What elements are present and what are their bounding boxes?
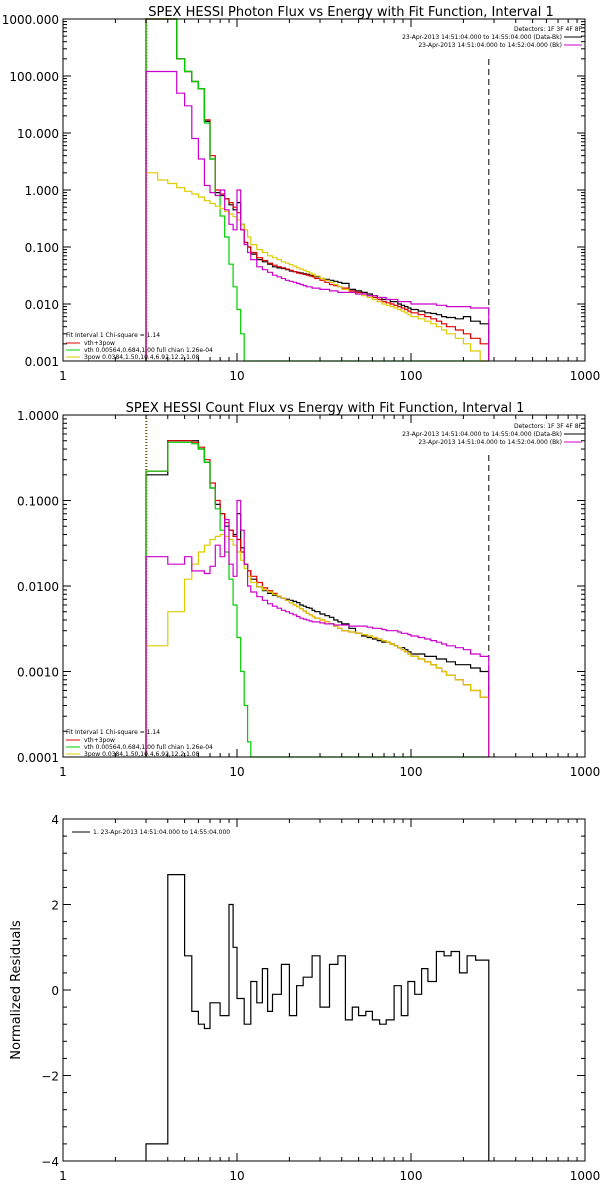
residuals-xtick-label: 1000	[570, 1169, 600, 1183]
count-flux-marks	[145, 415, 490, 758]
count-flux-xtick-label: 1000	[570, 765, 600, 779]
count-flux-fit-3pow: 3pow 0.0384,1.50,10.4,6.92,12.2,1.08	[84, 751, 200, 758]
residuals-series-1-23-apr-2013-14-51-04-000-to-14-55-04-000	[145, 874, 490, 1161]
photon-flux-series-vth	[145, 18, 489, 362]
residuals-xtick-label: 1	[59, 1169, 67, 1183]
count-flux-detectors: Detectors: 1F 3F 4F 8F	[514, 423, 583, 430]
count-flux-series-background	[145, 499, 490, 757]
count-flux-series-3pow	[145, 533, 490, 757]
residuals-ytick-label: −4	[41, 1155, 59, 1169]
count-flux-ytick-label: 0.0010	[17, 666, 59, 680]
residuals-ylabel: Normalized Residuals	[9, 920, 24, 1060]
residuals-xtick-label: 10	[229, 1169, 244, 1183]
photon-flux-ytick-label: 10.000	[17, 127, 59, 141]
photon-flux-xtick-label: 1	[59, 369, 67, 383]
photon-flux-title: SPEX HESSI Photon Flux vs Energy with Fi…	[148, 5, 554, 20]
residuals-ytick-label: 0	[51, 984, 59, 998]
photon-flux-detectors: Detectors: 1F 3F 4F 8F	[514, 26, 583, 33]
photon-flux-plot-frame	[62, 18, 586, 362]
residuals-xtick-label: 100	[400, 1169, 423, 1183]
photon-flux-info-line2: 23-Apr-2013 14:51:04.000 to 14:52:04.000…	[418, 42, 562, 49]
residuals-plot-frame	[62, 818, 586, 1162]
photon-flux-xtick-label: 100	[400, 369, 423, 383]
count-flux-panel: SPEX HESSI Count Flux vs Energy with Fit…	[17, 401, 600, 779]
count-flux-ytick-label: 1.0000	[17, 409, 59, 423]
residuals-legend: 1. 23-Apr-2013 14:51:04.000 to 14:55:04.…	[93, 829, 230, 836]
photon-flux-ytick-label: 1000.000	[2, 13, 59, 27]
residuals-ytick-label: 4	[51, 813, 59, 827]
photon-flux-series-data	[145, 18, 490, 361]
photon-flux-ticks: 1 10 100 1000 1000.000 100.000 10.000 1.000 0.10…	[2, 13, 600, 383]
count-flux-ytick-label: 0.0001	[17, 751, 59, 765]
count-flux-ytick-label: 0.1000	[17, 495, 59, 509]
photon-flux-ytick-label: 0.001	[25, 355, 59, 369]
photon-flux-xtick-label: 10	[229, 369, 244, 383]
count-flux-xtick-label: 100	[400, 765, 423, 779]
photon-flux-ytick-label: 100.000	[9, 70, 59, 84]
photon-flux-ytick-label: 0.010	[25, 298, 59, 312]
count-flux-title: SPEX HESSI Count Flux vs Energy with Fit…	[126, 401, 525, 416]
count-flux-fit-header: Fit Interval 1 Chi-square = 1.14	[66, 729, 160, 736]
count-flux-info-line1: 23-Apr-2013 14:51:04.000 to 14:55:04.000…	[402, 431, 562, 438]
count-flux-series-vth-3pow	[145, 440, 490, 757]
count-flux-xtick-label: 1	[59, 765, 67, 779]
count-flux-info-line2: 23-Apr-2013 14:51:04.000 to 14:52:04.000…	[418, 439, 562, 446]
count-flux-ticks: 1 10 100 1000 1.0000 0.1000 0.0100 0.0010 0.0001	[17, 409, 600, 779]
count-flux-plot-frame	[62, 414, 586, 758]
photon-flux-xtick-label: 1000	[570, 369, 600, 383]
photon-flux-ytick-label: 1.000	[25, 184, 59, 198]
photon-flux-panel: SPEX HESSI Photon Flux vs Energy with Fi…	[2, 5, 600, 383]
residuals-marks	[145, 874, 490, 1161]
count-flux-fit-vth3pow: vth+3pow	[84, 737, 115, 744]
residuals-ticks: 1 10 100 1000 4 2 0 −2 −4	[41, 813, 600, 1183]
photon-flux-fit-3pow: 3pow 0.0384,1.50,10.4,6.92,12.2,1.08	[84, 354, 200, 361]
count-flux-ytick-label: 0.0100	[17, 580, 59, 594]
residuals-panel: 1 10 100 1000 4 2 0 −2 −4 1. 23-Apr-2013 14:51:0…	[9, 813, 600, 1183]
photon-flux-marks	[145, 18, 490, 362]
photon-flux-fit-vth: vth 0.00564,0.684,1.00 full chian 1.26e-…	[84, 347, 213, 354]
photon-flux-info-line1: 23-Apr-2013 14:51:04.000 to 14:55:04.000…	[402, 34, 562, 41]
photon-flux-ytick-label: 0.100	[25, 241, 59, 255]
count-flux-xtick-label: 10	[229, 765, 244, 779]
residuals-ytick-label: −2	[41, 1070, 59, 1084]
count-flux-series-data	[145, 440, 490, 757]
count-flux-fit-vth: vth 0.00564,0.684,1.00 full chian 1.26e-…	[84, 744, 213, 751]
residuals-ytick-label: 2	[51, 899, 59, 913]
photon-flux-series-vth-3pow	[145, 18, 490, 361]
photon-flux-fit-vth3pow: vth+3pow	[84, 340, 115, 347]
photon-flux-series-background	[145, 70, 490, 361]
photon-flux-fit-header: Fit Interval 1 Chi-square = 1.14	[66, 332, 160, 339]
count-flux-series-vth	[145, 441, 489, 758]
photon-flux-series-3pow	[145, 172, 489, 362]
